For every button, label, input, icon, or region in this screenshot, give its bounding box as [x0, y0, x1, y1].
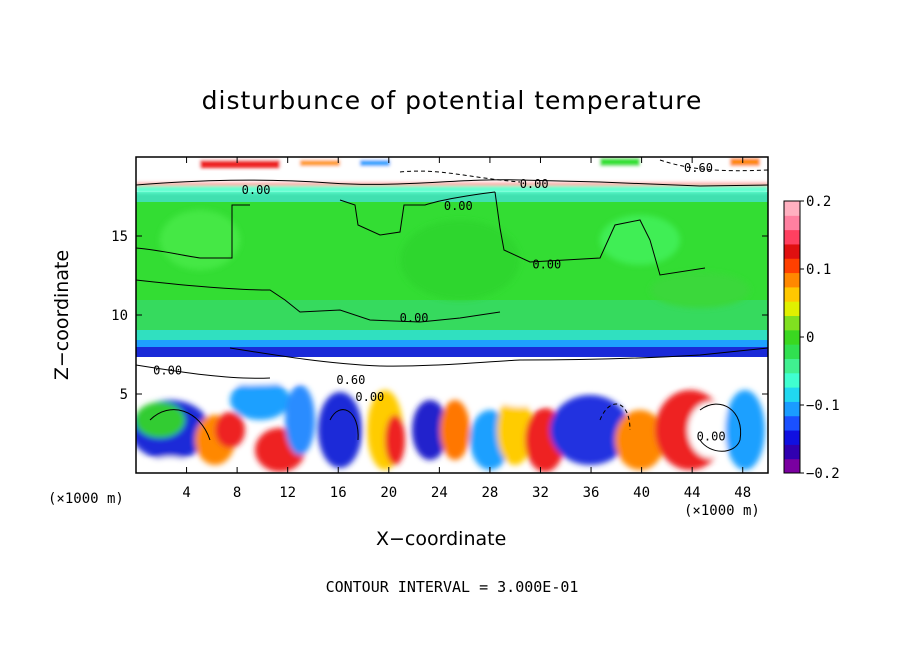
x-tick-label: 12	[279, 485, 296, 501]
colorbar-tick-label: −0.1	[806, 398, 840, 414]
contour-labels: 0.60 0.00 0.00 0.00 0.00 0.00 0.00 0.60 0.00 0.00	[153, 161, 725, 444]
chart-title: disturbunce of potential temperature	[201, 86, 703, 115]
colorbar-tick-label: 0.1	[806, 262, 831, 278]
colorbar-swatch	[784, 258, 800, 274]
colorbar-swatch	[784, 372, 800, 388]
x-tick-label: 44	[684, 485, 701, 501]
colorbar-swatch	[784, 444, 800, 460]
x-tick-label: 16	[330, 485, 347, 501]
contour-interval-note: CONTOUR INTERVAL = 3.000E-01	[325, 578, 579, 596]
colorbar-swatch	[784, 229, 800, 245]
colorbar	[783, 200, 801, 474]
contour-label: 0.00	[400, 311, 429, 325]
x-tick-label: 32	[532, 485, 549, 501]
colorbar-swatch	[784, 329, 800, 345]
colorbar-tick-label: 0	[806, 330, 814, 346]
colorbar-swatch	[784, 243, 800, 259]
y-tick-label: 5	[120, 387, 128, 403]
x-ticks: 4 8 12 16 20 24 28 32 36 40 44 48	[182, 157, 751, 501]
contour-label: 0.00	[697, 430, 726, 444]
colorbar-swatch	[784, 415, 800, 431]
colorbar-swatch	[784, 358, 800, 374]
colorbar-swatch	[784, 344, 800, 359]
contour-lines	[136, 159, 768, 452]
y-ticks: 5 10 15	[111, 229, 768, 403]
colorbar-swatch	[784, 401, 800, 417]
y-tick-label: 10	[111, 308, 128, 324]
colorbar-swatch	[784, 301, 800, 317]
colorbar-swatch	[784, 215, 800, 231]
x-tick-label: 8	[233, 485, 241, 501]
colorbar-swatch	[784, 201, 800, 216]
contour-label: 0.00	[153, 363, 182, 377]
colorbar-tick-label: −0.2	[806, 466, 840, 482]
colorbar-ticks: 0.2 0.1 0 −0.1 −0.2	[800, 194, 840, 482]
x-tick-label: 48	[734, 485, 751, 501]
x-tick-label: 28	[481, 485, 498, 501]
heatmap-field	[136, 157, 768, 473]
x-tick-label: 20	[380, 485, 397, 501]
contour-label: 0.00	[355, 390, 384, 404]
colorbar-swatch	[784, 315, 800, 331]
contour-label: 0.00	[444, 199, 473, 213]
colorbar-swatch	[784, 430, 800, 445]
x-axis-unit-label: (×1000 m)	[48, 491, 124, 507]
y-tick-label: 15	[111, 229, 128, 245]
colorbar-swatch	[784, 272, 800, 288]
colorbar-swatch	[784, 387, 800, 402]
contour-label: 0.60	[684, 161, 713, 175]
contour-label: 0.60	[336, 373, 365, 387]
contour-label: 0.00	[520, 177, 549, 191]
colorbar-tick-label: 0.2	[806, 194, 831, 210]
contour-label: 0.00	[532, 257, 561, 271]
z-axis-unit-label: (×1000 m)	[684, 503, 760, 519]
x-axis-label: X−coordinate	[376, 528, 507, 550]
contour-label: 0.00	[242, 183, 271, 197]
x-tick-label: 36	[583, 485, 600, 501]
x-tick-label: 24	[431, 485, 448, 501]
colorbar-swatch	[784, 458, 800, 474]
x-tick-label: 40	[633, 485, 650, 501]
x-tick-label: 4	[182, 485, 190, 501]
colorbar-swatch	[784, 286, 800, 302]
